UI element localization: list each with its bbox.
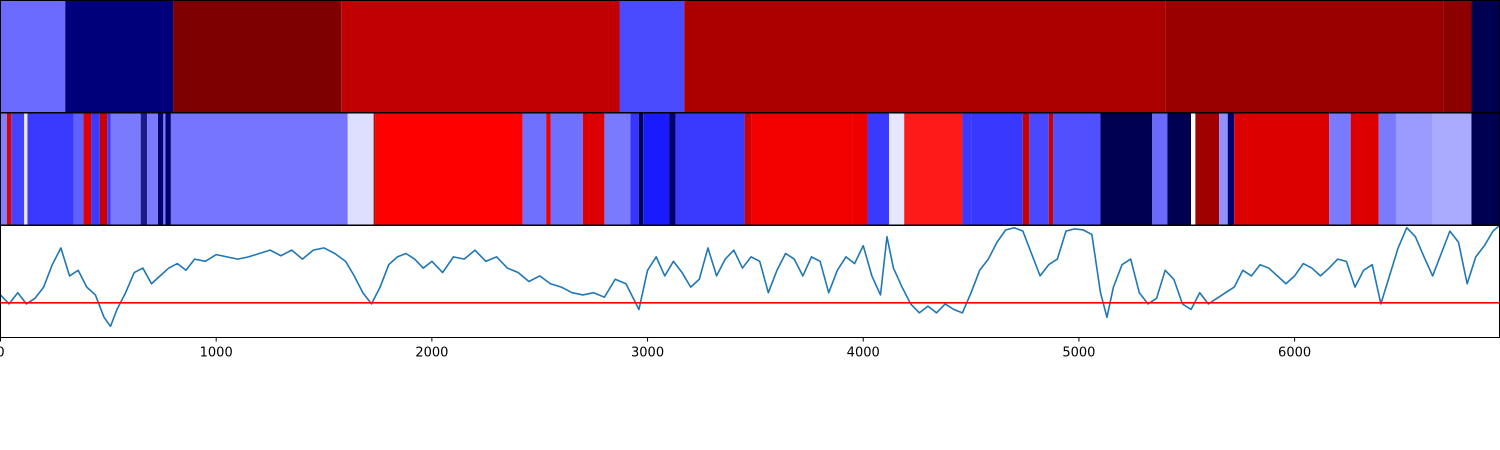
heatmap-cell — [65, 0, 174, 113]
x-tick-label: 1000 — [200, 346, 233, 361]
heatmap-cell — [6, 113, 12, 225]
heatmap-cell — [373, 113, 376, 225]
heatmap-cell — [11, 113, 25, 225]
x-tick-label: 3000 — [631, 346, 664, 361]
heatmap-cell — [744, 113, 752, 225]
heatmap-cell — [904, 113, 963, 225]
heatmap-cell — [1227, 113, 1235, 225]
heatmap-cell — [157, 113, 164, 225]
heatmap-cell — [643, 113, 670, 225]
heatmap-cell — [638, 113, 644, 225]
heatmap-cell — [173, 0, 342, 113]
heatmap-cell — [0, 0, 66, 113]
heatmap-cell — [1152, 113, 1168, 225]
heatmap-cell — [1022, 113, 1030, 225]
heatmap-cell — [1165, 0, 1444, 113]
heatmap-cell — [1100, 113, 1153, 225]
heatmap-cell — [630, 113, 639, 225]
line-panel — [0, 224, 1500, 338]
heatmap-panel-middle — [0, 113, 1500, 225]
heatmap-cell — [684, 0, 1166, 113]
x-tick-label: 6000 — [1278, 346, 1311, 361]
heatmap-cell — [604, 113, 631, 225]
heatmap-cell — [91, 113, 100, 225]
heatmap-cell — [669, 113, 676, 225]
heatmap-cell — [1029, 113, 1049, 225]
heatmap-cell — [1395, 113, 1433, 225]
heatmap-cell — [147, 113, 158, 225]
heatmap-cell — [546, 113, 551, 225]
heatmap-cell — [1329, 113, 1351, 225]
heatmap-cell — [0, 113, 7, 225]
heatmap-cell — [1053, 113, 1101, 225]
heatmap-cell — [1471, 0, 1500, 113]
x-tick-label: 5000 — [1062, 346, 1095, 361]
heatmap-cell — [347, 113, 374, 225]
heatmap-cell — [582, 113, 605, 225]
heatmap-cell — [1350, 113, 1379, 225]
heatmap-cell — [107, 113, 111, 225]
heatmap-cell — [110, 113, 141, 225]
heatmap-cell — [1191, 113, 1196, 225]
heatmap-cell — [27, 113, 74, 225]
heatmap-cell — [1167, 113, 1192, 225]
heatmap-cell — [1432, 113, 1472, 225]
heatmap-cell — [1443, 0, 1472, 113]
series-line — [0, 224, 1500, 328]
x-tick-label: 0 — [0, 346, 5, 361]
heatmap-cell — [1471, 113, 1500, 225]
heatmap-cell — [962, 113, 972, 225]
heatmap-cell — [867, 113, 890, 225]
heatmap-cell — [140, 113, 148, 225]
x-axis: 0 1000 2000 3000 4000 5000 6000 — [0, 337, 1311, 361]
heatmap-cell — [73, 113, 84, 225]
heatmap-cell — [1195, 113, 1220, 225]
heatmap-cell — [375, 113, 523, 225]
heatmap-cell — [852, 113, 868, 225]
heatmap-cell — [675, 113, 745, 225]
heatmap-cell — [619, 0, 685, 113]
heatmap-cell — [1234, 113, 1330, 225]
heatmap-cell — [751, 113, 853, 225]
line-panel-background — [0, 225, 1500, 338]
heatmap-cell — [971, 113, 1023, 225]
heatmap-cell — [165, 113, 171, 225]
heatmap-panel-top — [0, 0, 1500, 113]
heatmap-cell — [1219, 113, 1228, 225]
heatmap-cell — [889, 113, 905, 225]
heatmap-cell — [170, 113, 348, 225]
heatmap-cell — [163, 113, 166, 225]
heatmap-cell — [99, 113, 108, 225]
heatmap-cell — [522, 113, 547, 225]
heatmap-cell — [83, 113, 92, 225]
x-tick-label: 2000 — [415, 346, 448, 361]
heatmap-cell — [341, 0, 620, 113]
heatmap-cell — [1048, 113, 1054, 225]
heatmap-cell — [24, 113, 28, 225]
heatmap-cell — [550, 113, 583, 225]
x-tick-label: 4000 — [847, 346, 880, 361]
heatmap-cell — [1378, 113, 1396, 225]
